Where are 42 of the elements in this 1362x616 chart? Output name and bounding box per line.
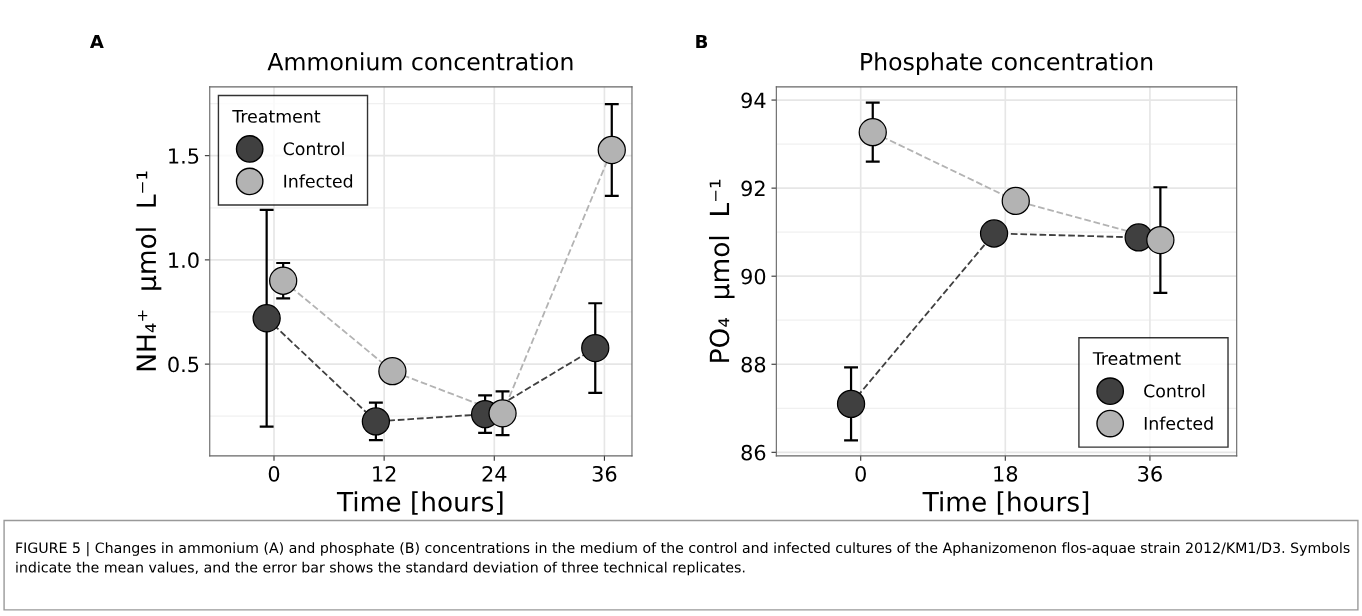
y-axis-title: NH₄⁺ μmol L⁻¹ (135, 171, 162, 371)
x-tick-label: 36 (592, 465, 617, 482)
point (979, 219, 1009, 248)
y-tick-label: 94 (741, 92, 766, 109)
legend-title: Treatment (232, 109, 321, 123)
point (836, 389, 866, 419)
chart-title: Ammonium concentration (267, 52, 573, 71)
y-tick-label: 86 (741, 444, 766, 461)
point (858, 118, 887, 147)
point (581, 333, 610, 363)
legend-label: Control (283, 141, 344, 156)
y-tick-label: 1.0 (169, 252, 199, 269)
x-tick-label: 24 (482, 465, 507, 482)
point (1146, 225, 1175, 255)
point (1001, 186, 1030, 216)
y-tick-label: 0.5 (168, 356, 199, 373)
caption: FIGURE 5 | Changes in ammonium (A) and phosphate (B) concentrations in the medium of the control and infected cultures of the Aphanizomenon flos-aquae strain 2012/KM1/D3. Symbols indicate the mean values, and the error bar shows the standard deviation of three technical replicates. (16, 542, 1350, 576)
point (252, 304, 281, 333)
x-axis-title: Time [hours] (336, 491, 503, 515)
point (488, 399, 517, 428)
y-tick-label: 92 (741, 180, 765, 197)
y-tick-label: 1.5 (169, 148, 199, 164)
legend-title: Treatment (1092, 352, 1181, 366)
x-tick-label: 0 (855, 465, 866, 482)
x-tick-label: 0 (268, 465, 280, 482)
x-tick-label: 12 (373, 465, 396, 482)
y-tick-label: 88 (741, 356, 766, 373)
point (378, 357, 407, 386)
text: B (696, 34, 708, 49)
point (361, 407, 391, 436)
point (269, 266, 298, 295)
text: A (89, 34, 104, 49)
legend-label: Infected (1144, 416, 1213, 430)
x-tick-label: 36 (1138, 465, 1162, 482)
legend-label: Infected (284, 174, 353, 188)
y-axis-title: PO₄ μmol L⁻¹ (709, 179, 735, 362)
point (597, 135, 626, 165)
x-axis-title: Time [hours] (922, 491, 1089, 515)
x-tick-label: 18 (994, 465, 1018, 482)
legend-label: Control (1144, 384, 1205, 398)
y-tick-label: 90 (741, 268, 766, 285)
chart-title: Phosphate concentration (861, 52, 1153, 76)
